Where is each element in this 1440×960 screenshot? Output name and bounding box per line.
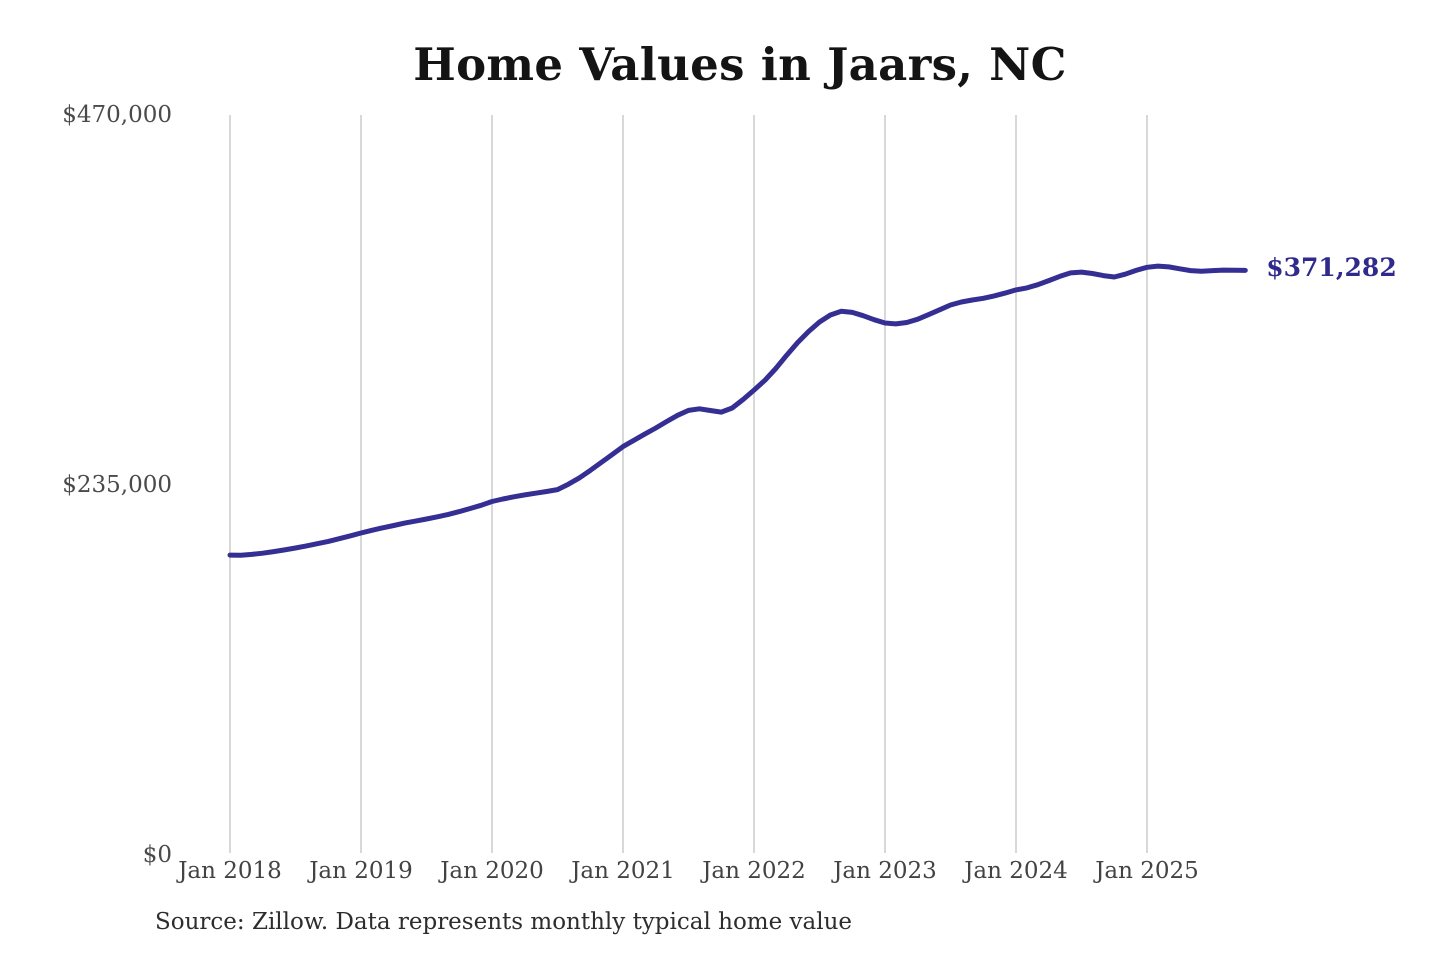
latest-value-label: $371,282 <box>1266 253 1397 283</box>
x-axis-tick-label: Jan 2022 <box>702 858 806 884</box>
x-axis-tick-label: Jan 2023 <box>833 858 937 884</box>
x-axis-tick-label: Jan 2021 <box>571 858 675 884</box>
home-value-line-series <box>227 263 1248 558</box>
x-axis-tick-label: Jan 2025 <box>1095 858 1199 884</box>
x-axis-tick-label: Jan 2020 <box>440 858 544 884</box>
chart-title: Home Values in Jaars, NC <box>413 38 1067 91</box>
x-axis-tick-label: Jan 2019 <box>309 858 413 884</box>
y-axis-tick-label: $470,000 <box>62 102 172 128</box>
y-axis-tick-label: $0 <box>142 842 172 868</box>
source-note: Source: Zillow. Data represents monthly … <box>155 909 853 935</box>
y-axis-tick-label: $235,000 <box>62 472 172 498</box>
x-axis-tick-label: Jan 2018 <box>178 858 282 884</box>
x-axis-tick-label: Jan 2024 <box>964 858 1068 884</box>
